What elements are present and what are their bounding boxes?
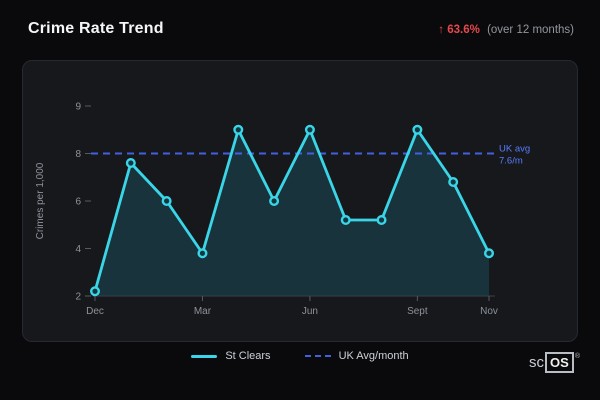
logo-box: OS <box>545 352 574 373</box>
data-point <box>340 214 351 225</box>
data-point <box>125 157 136 168</box>
chart-card: Crimes per 1,000 2 4 6 8 9 Dec Mar Jun Sept Nov UK … <box>22 60 578 342</box>
x-tick-label: Mar <box>194 306 212 317</box>
data-point <box>89 286 100 297</box>
series-line <box>93 128 491 293</box>
legend-label-stclears: St Clears <box>225 350 271 362</box>
series-area <box>95 129 489 296</box>
legend-marker-stclears <box>191 354 218 358</box>
chart-legend: St Clears UK Avg/month <box>0 350 600 362</box>
y-tick-label: 9 <box>75 102 81 113</box>
data-point <box>269 195 280 206</box>
data-point <box>448 176 459 187</box>
legend-item-stclears: St Clears <box>191 350 271 362</box>
y-tick-label: 6 <box>75 197 81 208</box>
page-title: Crime Rate Trend <box>28 20 164 37</box>
legend-marker-ukavg <box>304 355 331 357</box>
logo-prefix: sc <box>529 354 545 371</box>
data-point <box>412 124 423 135</box>
data-point <box>376 214 387 225</box>
legend-label-ukavg: UK Avg/month <box>338 350 409 362</box>
data-point <box>484 248 495 259</box>
y-tick-label: 2 <box>75 292 81 303</box>
x-tick-label: Sept <box>407 306 428 317</box>
y-axis-title: Crimes per 1,000 <box>35 162 46 239</box>
crime-rate-chart: Crimes per 1,000 2 4 6 8 9 Dec Mar Jun Sept Nov UK … <box>35 102 530 318</box>
page-header: Crime Rate Trend ↑ 63.6% (over 12 months… <box>0 0 600 38</box>
registered-mark-icon: ® <box>574 353 580 360</box>
avg-label-line2: 7.6/m <box>499 156 523 167</box>
x-tick-label: Jun <box>302 306 318 317</box>
scos-logo: sc OS ® <box>529 352 580 373</box>
trend-stat: ↑ 63.6% (over 12 months) <box>438 24 574 36</box>
x-tick-label: Dec <box>86 306 104 317</box>
data-point <box>233 124 244 135</box>
data-point <box>161 195 172 206</box>
avg-label-line1: UK avg <box>499 144 530 155</box>
x-tick-label: Nov <box>480 306 498 317</box>
stat-caption: (over 12 months) <box>487 24 574 36</box>
legend-item-ukavg: UK Avg/month <box>304 350 409 362</box>
stat-change-value: ↑ 63.6% <box>438 24 480 36</box>
y-tick-label: 8 <box>75 149 81 160</box>
data-point <box>304 124 315 135</box>
y-tick-label: 4 <box>75 244 81 255</box>
data-point <box>197 248 208 259</box>
